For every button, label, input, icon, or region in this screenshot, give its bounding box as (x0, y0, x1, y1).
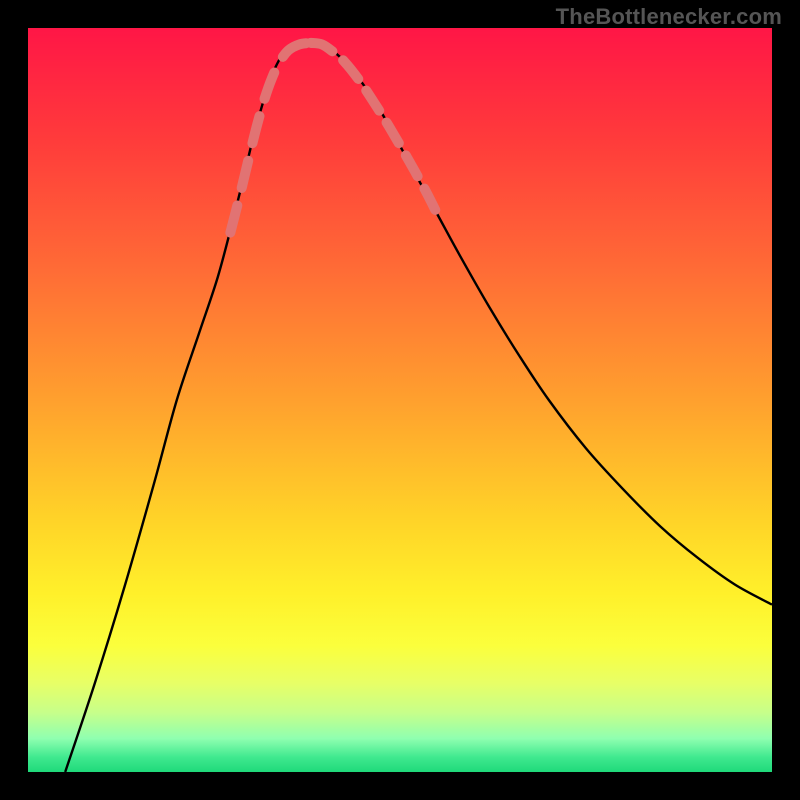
curve-layer (28, 28, 772, 772)
chart-container: TheBottlenecker.com (0, 0, 800, 800)
watermark-text: TheBottlenecker.com (556, 4, 782, 30)
main-curve (65, 42, 772, 772)
dash-left (230, 43, 310, 233)
plot-area (28, 28, 772, 772)
dash-right (311, 43, 441, 222)
